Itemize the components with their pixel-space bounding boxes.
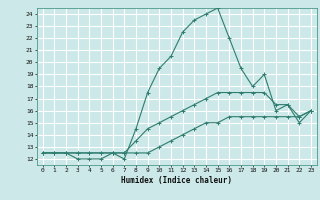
X-axis label: Humidex (Indice chaleur): Humidex (Indice chaleur) <box>121 176 232 185</box>
